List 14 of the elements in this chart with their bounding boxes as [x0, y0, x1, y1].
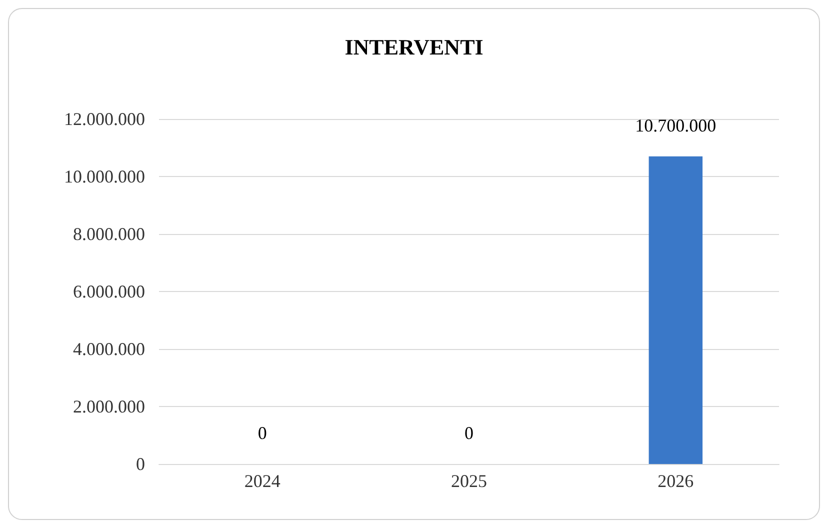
data-label: 10.700.000 — [635, 115, 716, 136]
y-tick-label: 6.000.000 — [73, 282, 145, 302]
x-tick-label: 2026 — [658, 471, 694, 491]
y-tick-label: 8.000.000 — [73, 224, 145, 244]
y-tick-label: 4.000.000 — [73, 339, 145, 359]
y-tick-label: 2.000.000 — [73, 396, 145, 416]
y-tick-label: 10.000.000 — [64, 166, 145, 186]
x-tick-label: 2024 — [244, 471, 280, 491]
x-tick-label: 2025 — [451, 471, 487, 491]
data-label: 0 — [464, 423, 474, 443]
y-tick-label: 12.000.000 — [64, 109, 145, 129]
data-label: 0 — [258, 423, 267, 443]
chart-title: INTERVENTI — [344, 34, 484, 60]
y-tick-label: 0 — [136, 454, 145, 474]
